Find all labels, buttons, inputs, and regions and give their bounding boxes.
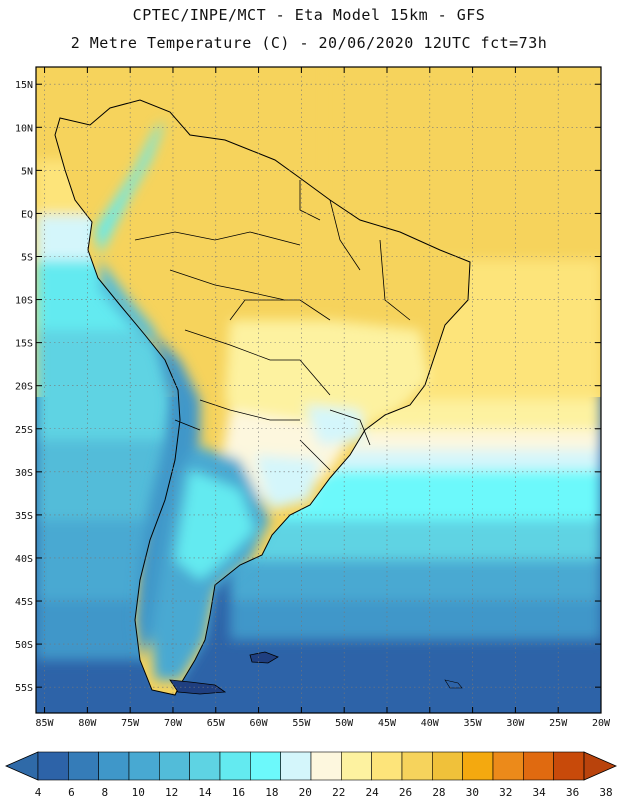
colorbar-cell <box>128 751 160 781</box>
lon-label: 45W <box>378 718 397 729</box>
colorbar-cell <box>250 751 281 781</box>
lat-label: 45S <box>15 597 33 608</box>
longitude-labels: 85W 80W 75W 70W 65W 60W 55W 50W 45W 40W 35W 30W 25W 2… <box>36 718 611 729</box>
colorbar-cell <box>159 751 190 781</box>
lon-label: 20W <box>592 718 611 729</box>
colorbar-cell <box>37 751 69 781</box>
map-ticks <box>36 67 602 713</box>
lat-label: 10S <box>15 296 33 307</box>
colorbar-cell <box>341 751 372 781</box>
lat-label: 15S <box>15 339 33 350</box>
map-title-line1: CPTEC/INPE/MCT - Eta Model 15km - GFS <box>132 6 486 24</box>
colorbar-cell <box>462 751 494 781</box>
lat-label: 5N <box>21 166 33 177</box>
colorbar-label: 28 <box>432 786 445 799</box>
lat-label: 10N <box>15 123 33 134</box>
colorbar-label: 30 <box>466 786 479 799</box>
colorbar-label: 36 <box>566 786 579 799</box>
lat-label: 50S <box>15 640 33 651</box>
lat-label: 5S <box>21 252 33 263</box>
lat-label: 40S <box>15 554 33 565</box>
colorbar-cell <box>553 751 585 781</box>
lon-label: 75W <box>121 718 140 729</box>
colorbar-label: 12 <box>165 786 178 799</box>
lon-label: 30W <box>506 718 525 729</box>
lon-label: 50W <box>335 718 354 729</box>
lat-label: 30S <box>15 468 33 479</box>
colorbar-label: 34 <box>533 786 547 799</box>
lon-label: 40W <box>421 718 440 729</box>
map-title-line2: 2 Metre Temperature (C) - 20/06/2020 12U… <box>70 34 548 52</box>
latitude-labels: 15N 10N 5N EQ 5S 10S 15S 20S 25S 30S 35S 40S 45S 50S 5… <box>15 80 33 694</box>
colorbar-right-arrow <box>583 751 617 781</box>
lon-label: 80W <box>78 718 97 729</box>
lon-label: 65W <box>207 718 226 729</box>
colorbar-cell <box>219 751 251 781</box>
lon-label: 35W <box>464 718 483 729</box>
colorbar-cell <box>310 751 342 781</box>
colorbar-cell <box>280 751 312 781</box>
lon-label: 55W <box>292 718 311 729</box>
temperature-field <box>36 67 601 713</box>
colorbar-cell <box>68 751 99 781</box>
colorbar-cell <box>523 751 554 781</box>
colorbar-label: 14 <box>198 786 212 799</box>
colorbar-cell <box>371 751 403 781</box>
lon-label: 60W <box>250 718 269 729</box>
lon-label: 70W <box>164 718 183 729</box>
lat-label: 20S <box>15 382 33 393</box>
colorbar-label: 6 <box>68 786 75 799</box>
colorbar-left-arrow <box>5 751 39 781</box>
colorbar-label: 10 <box>132 786 145 799</box>
map-frame <box>35 66 602 714</box>
colorbar-label: 24 <box>365 786 379 799</box>
colorbar-label: 26 <box>399 786 412 799</box>
colorbar-label: 4 <box>35 786 42 799</box>
colorbar: 4 6 8 10 12 14 16 18 20 22 24 26 28 30 32 34 36 38 <box>5 751 617 799</box>
colorbar-label: 16 <box>232 786 245 799</box>
colorbar-cell <box>401 751 433 781</box>
lat-label: 55S <box>15 683 33 694</box>
colorbar-label: 22 <box>332 786 345 799</box>
lat-label: EQ <box>21 209 33 220</box>
lon-label: 25W <box>549 718 568 729</box>
lat-label: 15N <box>15 80 33 91</box>
colorbar-label: 18 <box>265 786 278 799</box>
colorbar-cell <box>432 751 463 781</box>
colorbar-cell <box>189 751 221 781</box>
lat-label: 35S <box>15 511 33 522</box>
colorbar-cell <box>492 751 524 781</box>
colorbar-label: 8 <box>102 786 109 799</box>
colorbar-cell <box>98 751 130 781</box>
lat-label: 25S <box>15 425 33 436</box>
colorbar-label: 20 <box>299 786 312 799</box>
colorbar-label: 32 <box>499 786 512 799</box>
lon-label: 85W <box>36 718 55 729</box>
colorbar-label: 38 <box>599 786 612 799</box>
